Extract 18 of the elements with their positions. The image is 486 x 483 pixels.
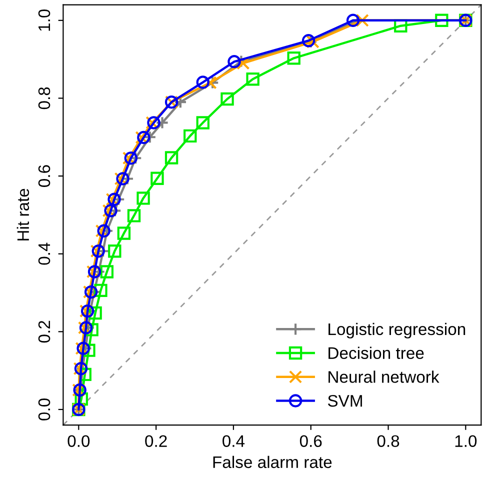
legend-label: SVM	[328, 394, 362, 407]
x-tick-label: 0.0	[68, 435, 90, 448]
x-tick-label: 1.0	[455, 435, 477, 448]
x-axis-title: False alarm rate	[213, 456, 332, 468]
x-tick-label: 0.4	[222, 435, 245, 448]
y-tick-label: 0.0	[38, 398, 50, 420]
legend-label: Logistic regression	[328, 322, 466, 338]
x-tick-label: 0.8	[377, 435, 400, 448]
y-tick-label: 1.0	[38, 9, 50, 31]
y-tick-label: 0.8	[38, 87, 50, 110]
y-tick-label: 0.4	[38, 242, 50, 265]
legend-label: Decision tree	[328, 346, 424, 360]
x-tick-label: 0.2	[145, 435, 167, 448]
y-tick-label: 0.2	[38, 320, 50, 343]
y-tick-label: 0.6	[38, 165, 50, 187]
y-axis-title: Hit rate	[16, 188, 30, 240]
x-tick-label: 0.6	[300, 435, 322, 448]
legend-label: Neural network	[328, 370, 440, 383]
